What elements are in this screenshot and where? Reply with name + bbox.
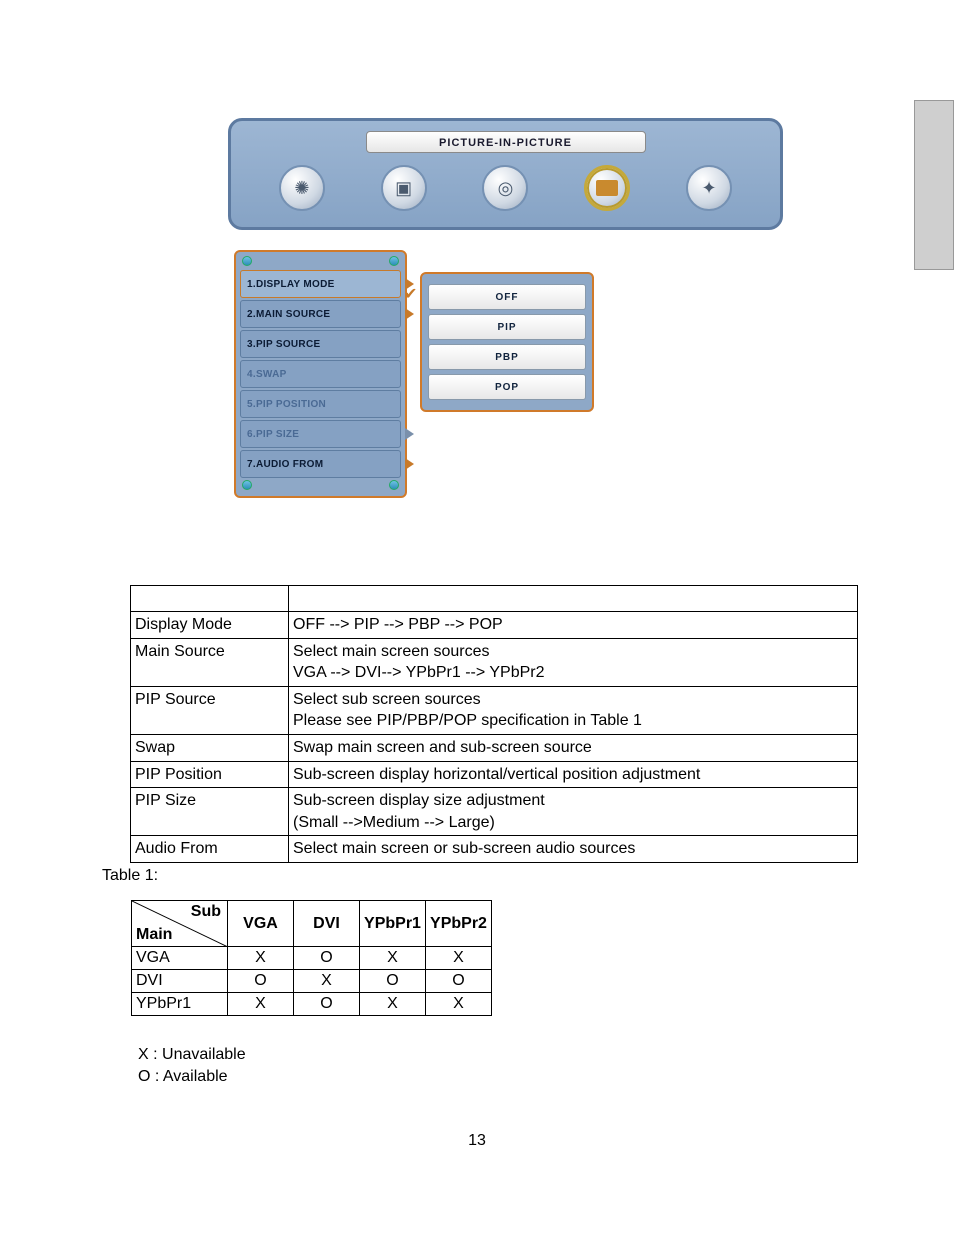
desc-cell: Sub-screen display size adjustment(Small… (289, 788, 858, 836)
table-row: VGA X O X X (132, 947, 492, 970)
menu-main-source[interactable]: 2.MAIN SOURCE (240, 300, 401, 328)
table-row: SwapSwap main screen and sub-screen sour… (131, 734, 858, 761)
page-number: 13 (0, 1132, 954, 1150)
arrow-icon (405, 428, 414, 440)
table-row: Main SourceSelect main screen sourcesVGA… (131, 638, 858, 686)
legend-o: O : Available (138, 1066, 246, 1088)
compatibility-table: Sub Main VGA DVI YPbPr1 YPbPr2 VGA X O X… (131, 900, 492, 1016)
osd-submenu: ✔ OFF PIP PBP POP (420, 272, 594, 412)
table1-label: Table 1: (102, 867, 158, 885)
menu-pip-position[interactable]: 5.PIP POSITION (240, 390, 401, 418)
diag-header: Sub Main (132, 901, 228, 947)
tools-icon[interactable]: ✦ (686, 165, 732, 211)
desc-cell: OFF --> PIP --> PBP --> POP (289, 612, 858, 639)
osd-panel: PICTURE-IN-PICTURE ✺ ▣ ◎ ✦ (228, 118, 783, 230)
table-row: YPbPr1 X O X X (132, 993, 492, 1016)
osd-menu: 1.DISPLAY MODE 2.MAIN SOURCE 3.PIP SOURC… (234, 250, 407, 498)
desc-cell: Select main screen sourcesVGA --> DVI-->… (289, 638, 858, 686)
menu-swap[interactable]: 4.SWAP (240, 360, 401, 388)
description-table: Display ModeOFF --> PIP --> PBP --> POP … (130, 585, 858, 863)
menu-audio-from[interactable]: 7.AUDIO FROM (240, 450, 401, 478)
table-row: DVI O X O O (132, 970, 492, 993)
display-icon[interactable]: ▣ (381, 165, 427, 211)
pip-icon[interactable] (584, 165, 630, 211)
menu-pip-size[interactable]: 6.PIP SIZE (240, 420, 401, 448)
desc-cell: Select sub screen sourcesPlease see PIP/… (289, 686, 858, 734)
arrow-icon (405, 458, 414, 470)
submenu-pop[interactable]: POP (428, 374, 586, 400)
desc-cell: Swap main screen and sub-screen source (289, 734, 858, 761)
page: PICTURE-IN-PICTURE ✺ ▣ ◎ ✦ 1.DISPLAY MOD… (0, 0, 954, 1235)
menu-display-mode[interactable]: 1.DISPLAY MODE (240, 270, 401, 298)
table-row: Display ModeOFF --> PIP --> PBP --> POP (131, 612, 858, 639)
gear-icon[interactable]: ✺ (279, 165, 325, 211)
arrow-icon (405, 308, 414, 320)
table-row: Audio FromSelect main screen or sub-scre… (131, 836, 858, 863)
submenu-pip[interactable]: PIP (428, 314, 586, 340)
menu-pip-source[interactable]: 3.PIP SOURCE (240, 330, 401, 358)
desc-cell: Sub-screen display horizontal/vertical p… (289, 761, 858, 788)
side-tab (914, 100, 954, 270)
submenu-off[interactable]: OFF (428, 284, 586, 310)
submenu-pbp[interactable]: PBP (428, 344, 586, 370)
legend: X : Unavailable O : Available (138, 1044, 246, 1089)
desc-cell: Select main screen or sub-screen audio s… (289, 836, 858, 863)
osd-icon-row: ✺ ▣ ◎ ✦ (241, 161, 770, 215)
table-row: PIP PositionSub-screen display horizonta… (131, 761, 858, 788)
osd-title: PICTURE-IN-PICTURE (366, 131, 646, 153)
table-row: PIP SourceSelect sub screen sourcesPleas… (131, 686, 858, 734)
legend-x: X : Unavailable (138, 1044, 246, 1066)
camera-icon[interactable]: ◎ (482, 165, 528, 211)
table-row: PIP SizeSub-screen display size adjustme… (131, 788, 858, 836)
check-icon: ✔ (404, 284, 417, 304)
